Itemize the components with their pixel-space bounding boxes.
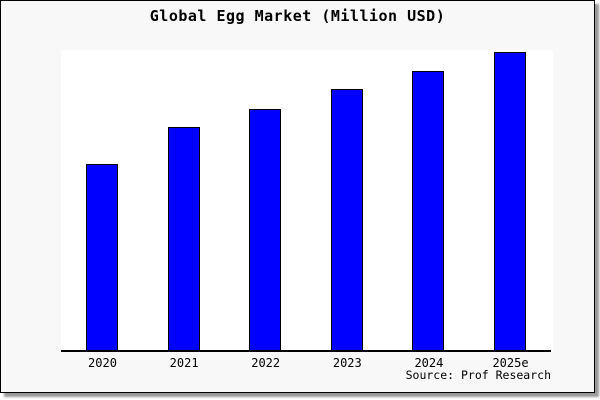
bar-2021 <box>167 126 200 351</box>
bar-2022 <box>249 108 282 351</box>
x-tick-label-2023: 2023 <box>332 356 362 370</box>
x-tick-label-2020: 2020 <box>88 356 117 370</box>
chart-title: Global Egg Market (Million USD) <box>149 7 446 25</box>
x-tick-label-2025e: 2025e <box>492 356 529 370</box>
x-axis-line <box>61 350 551 352</box>
bar-2024 <box>412 70 445 351</box>
bar-2025e <box>494 51 526 351</box>
source-note: Source: Prof Research <box>405 368 551 382</box>
x-tick-label-2021: 2021 <box>169 356 199 370</box>
bar-2020 <box>86 163 118 351</box>
x-tick-label-2024: 2024 <box>414 356 444 370</box>
plot-area <box>61 50 553 352</box>
x-tick-label-2022: 2022 <box>251 356 281 370</box>
bar-2023 <box>330 88 363 351</box>
chart-figure: Global Egg Market (Million USD) 2020 2021… <box>0 0 595 393</box>
